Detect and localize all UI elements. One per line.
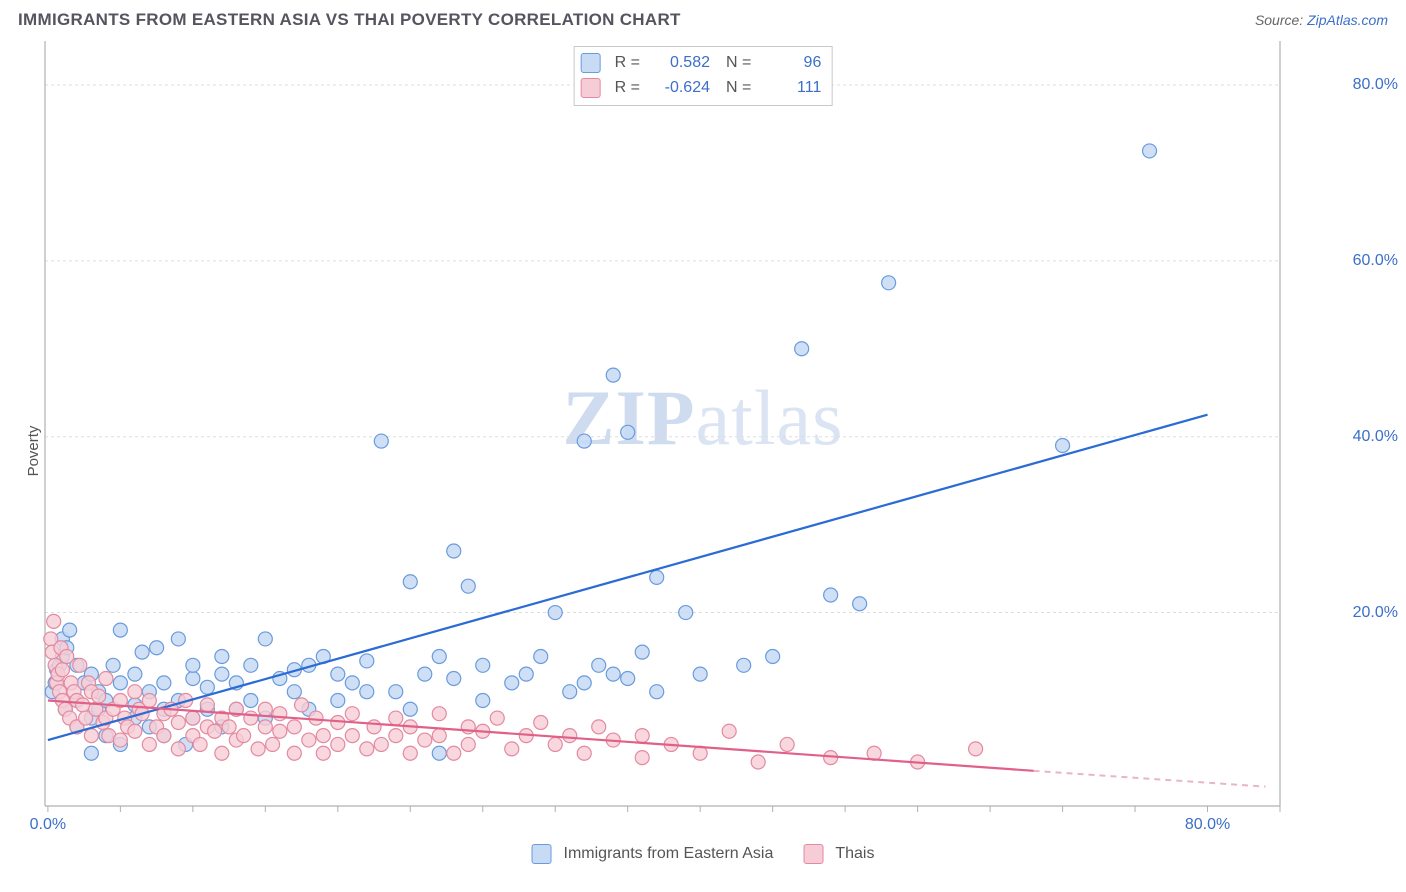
chart-header: IMMIGRANTS FROM EASTERN ASIA VS THAI POV… bbox=[0, 0, 1406, 36]
chart-container: Poverty ZIPatlas R = 0.582 N = 96 R = -0… bbox=[0, 36, 1406, 866]
legend-bottom-label-1: Thais bbox=[835, 845, 874, 863]
legend-r-value-1: -0.624 bbox=[650, 76, 710, 101]
legend-n-value-0: 96 bbox=[761, 51, 821, 76]
source-prefix: Source: bbox=[1255, 12, 1307, 28]
legend-item-0: Immigrants from Eastern Asia bbox=[532, 844, 774, 864]
y-tick-label: 60.0% bbox=[1353, 252, 1398, 270]
legend-row-1: R = -0.624 N = 111 bbox=[581, 76, 822, 101]
legend-swatch-1 bbox=[581, 78, 601, 98]
x-tick-label: 0.0% bbox=[30, 816, 66, 834]
legend-n-label-1: N = bbox=[726, 76, 751, 101]
legend-r-label-0: R = bbox=[615, 51, 640, 76]
y-tick-label: 80.0% bbox=[1353, 76, 1398, 94]
legend-bottom-swatch-1 bbox=[803, 844, 823, 864]
legend-row-0: R = 0.582 N = 96 bbox=[581, 51, 822, 76]
correlation-legend: R = 0.582 N = 96 R = -0.624 N = 111 bbox=[574, 46, 833, 106]
legend-n-label-0: N = bbox=[726, 51, 751, 76]
legend-bottom-swatch-0 bbox=[532, 844, 552, 864]
source-attribution: Source: ZipAtlas.com bbox=[1255, 12, 1388, 28]
chart-title: IMMIGRANTS FROM EASTERN ASIA VS THAI POV… bbox=[18, 10, 681, 30]
source-link[interactable]: ZipAtlas.com bbox=[1307, 12, 1388, 28]
y-tick-label: 40.0% bbox=[1353, 428, 1398, 446]
legend-r-label-1: R = bbox=[615, 76, 640, 101]
legend-item-1: Thais bbox=[803, 844, 874, 864]
y-tick-label: 20.0% bbox=[1353, 604, 1398, 622]
legend-bottom-label-0: Immigrants from Eastern Asia bbox=[564, 845, 774, 863]
legend-swatch-0 bbox=[581, 53, 601, 73]
legend-r-value-0: 0.582 bbox=[650, 51, 710, 76]
x-tick-label: 80.0% bbox=[1185, 816, 1230, 834]
scatter-plot bbox=[40, 36, 1350, 836]
series-legend: Immigrants from Eastern Asia Thais bbox=[532, 844, 875, 864]
legend-n-value-1: 111 bbox=[761, 76, 821, 101]
